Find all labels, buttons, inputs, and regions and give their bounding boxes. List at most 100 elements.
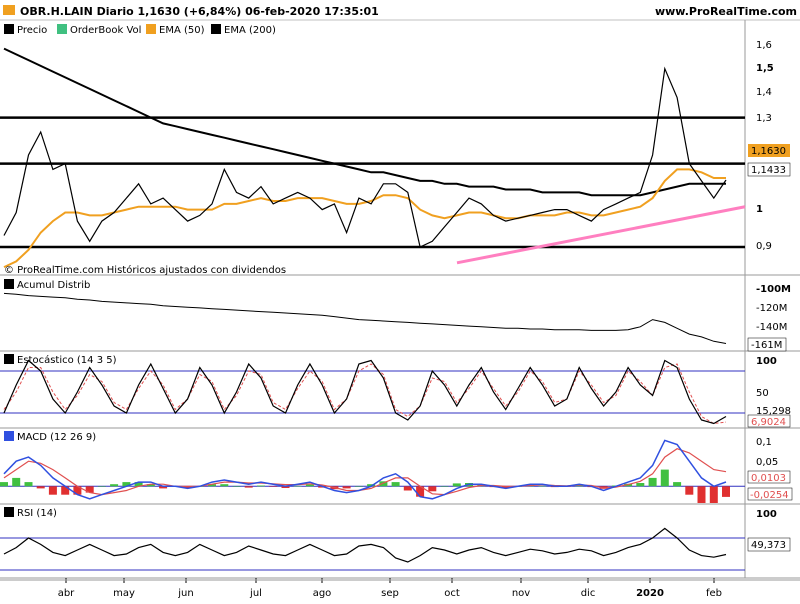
macd-histogram-bar[interactable] <box>257 485 265 487</box>
macd-histogram-bar[interactable] <box>709 486 718 503</box>
macd-histogram-bar[interactable] <box>342 486 351 489</box>
macd-line[interactable] <box>3 439 727 500</box>
acumul-tick: -100M <box>756 284 791 295</box>
macd-histogram-bar[interactable] <box>538 485 547 487</box>
macd-histogram-bar[interactable] <box>146 484 155 487</box>
macd-panel[interactable] <box>0 439 745 503</box>
macd-histogram-bar[interactable] <box>648 477 657 487</box>
x-axis-label: ago <box>313 588 332 599</box>
macd-histogram-bar[interactable] <box>305 484 314 487</box>
price-last-badge <box>748 144 790 157</box>
acumul-line[interactable] <box>3 292 727 344</box>
macd-histogram-bar[interactable] <box>36 486 45 489</box>
legend-price-label[interactable]: Precio <box>17 25 47 36</box>
macd-histogram-bar[interactable] <box>293 485 302 487</box>
x-axis-label: feb <box>706 588 722 599</box>
macd-histogram-bar[interactable] <box>636 483 645 487</box>
macd-histogram-bar[interactable] <box>208 484 216 487</box>
macd-histogram-bar[interactable] <box>110 484 119 487</box>
stoch-main-line[interactable] <box>3 359 727 425</box>
macd-histogram-bar[interactable] <box>452 483 461 487</box>
macd-histogram-bar[interactable] <box>269 486 278 487</box>
acumul-badge-value: -161M <box>751 340 782 351</box>
panel-frames <box>0 20 800 579</box>
rsi-badge <box>747 537 791 552</box>
macd-badge1: 0,0103 <box>751 473 786 484</box>
legend-price-swatch <box>4 24 14 34</box>
legend-ema50-label[interactable]: EMA (50) <box>159 25 205 36</box>
rsi-line[interactable] <box>3 527 727 563</box>
watermark: © ProRealTime.com Históricos ajustados c… <box>4 264 286 276</box>
macd-histogram-bar[interactable] <box>232 486 241 487</box>
price-tick: 1,6 <box>756 40 772 51</box>
macd-histogram-bar[interactable] <box>183 486 192 489</box>
macd-histogram-bar[interactable] <box>134 482 143 487</box>
macd-histogram-bar[interactable] <box>24 482 33 487</box>
price-tick: 0,9 <box>756 241 772 252</box>
macd-histogram-bar[interactable] <box>48 486 57 495</box>
macd-histogram-bar[interactable] <box>379 481 388 487</box>
price-tick: 1,5 <box>756 63 774 74</box>
macd-histogram-bar[interactable] <box>85 486 94 493</box>
acumul-swatch <box>4 279 14 289</box>
macd-histogram-bar[interactable] <box>575 485 584 487</box>
legend-ema200-label[interactable]: EMA (200) <box>224 25 276 36</box>
macd-histogram-bar[interactable] <box>428 486 437 492</box>
price-tick: 1,3 <box>756 113 772 124</box>
x-axis-label: nov <box>512 588 530 599</box>
x-axis-label: oct <box>444 588 460 599</box>
stoch-badge1: 15,298 <box>756 406 791 417</box>
stoch-tick: 50 <box>756 388 769 399</box>
stochastic-panel[interactable] <box>0 359 745 425</box>
macd-histogram-bar[interactable] <box>159 486 168 489</box>
macd-histogram-bar[interactable] <box>440 486 449 487</box>
macd-histogram-bar[interactable] <box>354 486 363 487</box>
rsi-panel[interactable] <box>0 527 745 571</box>
macd-histogram-bar[interactable] <box>122 482 131 487</box>
price-panel[interactable] <box>0 47 746 269</box>
macd-swatch <box>4 431 14 441</box>
macd-histogram-bar[interactable] <box>673 482 682 487</box>
macd-histogram-bar[interactable] <box>244 486 253 488</box>
macd-histogram-bar[interactable] <box>97 486 106 487</box>
chart-title: OBR.H.LAIN Diario 1,1630 (+6,84%) 06-feb… <box>20 5 379 18</box>
acumul-tick: -140M <box>756 322 787 333</box>
macd-histogram-bar[interactable] <box>220 484 229 487</box>
price-line[interactable] <box>3 66 727 248</box>
acumul-panel[interactable] <box>3 292 727 344</box>
x-axis-label: abr <box>58 588 75 599</box>
macd-badge2-box <box>747 487 793 501</box>
rsi-badge-value: 49,373 <box>751 540 786 551</box>
macd-histogram-bar[interactable] <box>61 486 70 495</box>
macd-tick: 0,05 <box>756 457 778 468</box>
legend-orderbook-label[interactable]: OrderBook Vol <box>70 25 141 36</box>
macd-histogram-bar[interactable] <box>416 486 425 497</box>
acumul-title: Acumul Distrib <box>17 280 90 291</box>
macd-histogram-bar[interactable] <box>12 477 21 487</box>
ema200-line[interactable] <box>3 47 726 197</box>
support-trendline[interactable] <box>456 205 746 265</box>
macd-histogram-bar[interactable] <box>403 486 412 491</box>
macd-signal-line[interactable] <box>3 448 727 496</box>
macd-histogram-bar[interactable] <box>391 482 400 487</box>
stoch-title: Estocástico (14 3 5) <box>17 354 117 366</box>
price-ema-badge <box>747 162 791 177</box>
macd-histogram-bar[interactable] <box>367 484 376 487</box>
chart-type-icon[interactable] <box>3 5 15 15</box>
macd-tick: 0,1 <box>756 437 772 448</box>
macd-histogram-bar[interactable] <box>0 482 8 487</box>
macd-histogram-bar[interactable] <box>722 486 730 497</box>
macd-histogram-bar[interactable] <box>501 486 510 489</box>
macd-histogram-bar[interactable] <box>697 486 706 503</box>
stoch-signal-line[interactable] <box>3 363 727 425</box>
rsi-swatch <box>4 507 14 517</box>
rsi-title: RSI (14) <box>17 508 57 519</box>
macd-histogram-bar[interactable] <box>281 486 290 488</box>
ema50-line[interactable] <box>3 168 726 269</box>
macd-histogram-bar[interactable] <box>73 486 82 495</box>
macd-histogram-bar[interactable] <box>685 486 694 495</box>
x-axis-label: 2020 <box>636 588 664 599</box>
macd-histogram-bar[interactable] <box>660 469 669 487</box>
